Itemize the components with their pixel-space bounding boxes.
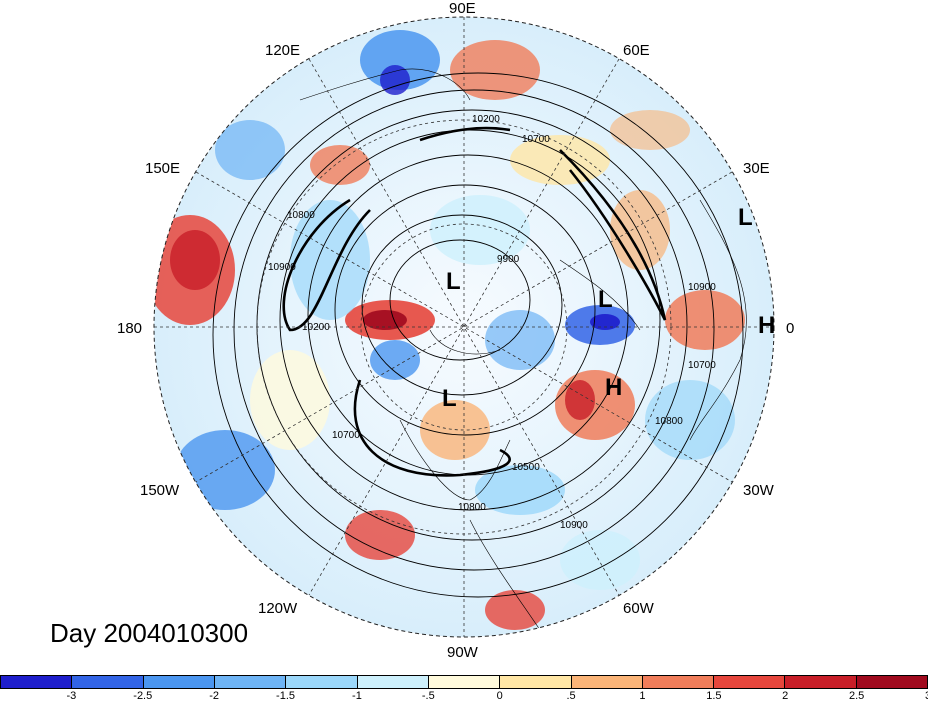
colorbar-swatch	[714, 676, 786, 688]
contour-label: 10900	[560, 520, 588, 531]
colorbar-tick-label: 1.5	[706, 690, 722, 702]
contour-label: 10800	[287, 210, 315, 221]
colorbar-tick-label: 1	[639, 690, 646, 702]
low-pressure-marker: L	[598, 286, 613, 313]
contour-label: 10700	[522, 134, 550, 145]
colorbar-swatch	[143, 676, 215, 688]
colorbar-tick-label: -2	[209, 690, 220, 702]
graticule	[154, 17, 774, 637]
contour-label: 10800	[655, 416, 683, 427]
low-pressure-marker: L	[738, 204, 753, 231]
colorbar-tick-label: -1.5	[276, 690, 296, 702]
contour-label: 10900	[268, 262, 296, 273]
contour-label: 10700	[332, 430, 360, 441]
longitude-label-120e: 120E	[265, 42, 301, 59]
colorbar-tick-label: 3	[925, 690, 928, 702]
longitude-label-30e: 30E	[743, 160, 770, 177]
colorbar-tick-label: 2	[782, 690, 789, 702]
colorbar-swatch	[1, 676, 73, 688]
contour-label: 10800	[458, 502, 486, 513]
contour-label: 10200	[302, 322, 330, 333]
longitude-label-90w: 90W	[447, 644, 478, 661]
colorbar-swatch	[856, 676, 928, 688]
longitude-label-150w: 150W	[140, 482, 180, 499]
jet-stream-contours	[282, 126, 667, 477]
colorbar-tick-label: 0	[496, 690, 503, 702]
contour-label: 9900	[497, 254, 520, 265]
colorbar-swatch	[286, 676, 358, 688]
longitude-label-90e: 90E	[449, 0, 476, 17]
colorbar-tick-label: -1	[352, 690, 362, 702]
longitude-label-60w: 60W	[623, 600, 654, 617]
longitude-label-180: 180	[117, 320, 143, 337]
longitude-label-120w: 120W	[258, 600, 298, 617]
colorbar-swatch	[500, 676, 572, 688]
colorbar-swatch	[642, 676, 715, 688]
colorbar-swatch	[357, 676, 429, 688]
high-pressure-marker: H	[605, 374, 623, 401]
contour-label: 10900	[688, 282, 716, 293]
colorbar	[0, 675, 928, 689]
colorbar-tick-label: 2.5	[848, 690, 865, 702]
colorbar-swatch	[785, 676, 857, 688]
high-pressure-marker: H	[758, 312, 776, 339]
contour-label: 10500	[512, 462, 540, 473]
contour-label: 10700	[688, 360, 716, 371]
longitude-label-0: 0	[786, 320, 795, 337]
day-label: Day 2004010300	[50, 618, 249, 648]
colorbar-swatch	[214, 676, 287, 688]
longitude-label-60e: 60E	[623, 42, 650, 59]
colorbar-tick-label: -.5	[421, 690, 435, 702]
longitude-label-30w: 30W	[743, 482, 774, 499]
colorbar-tick-label: -3	[66, 690, 77, 702]
low-pressure-marker: L	[446, 268, 461, 295]
contour-label: 10200	[472, 114, 500, 125]
colorbar-tick-label: .5	[566, 690, 576, 702]
longitude-label-150e: 150E	[145, 160, 181, 177]
colorbar-swatch	[571, 676, 643, 688]
colorbar-swatch	[428, 676, 501, 688]
contour-labels: 10200 10700 10800 10900 9900 10200 10900…	[268, 114, 716, 531]
colorbar-tick-label: -2.5	[133, 690, 153, 702]
colorbar-swatch	[72, 676, 144, 688]
low-pressure-marker: L	[442, 385, 457, 412]
